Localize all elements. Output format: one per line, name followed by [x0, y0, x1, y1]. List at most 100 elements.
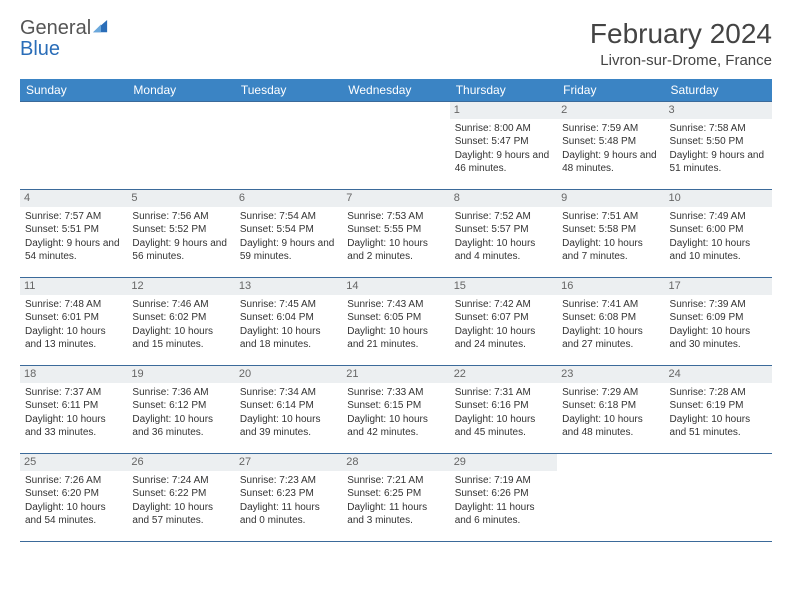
calendar-cell: 19Sunrise: 7:36 AMSunset: 6:12 PMDayligh… — [127, 366, 234, 454]
daylight-text: Daylight: 10 hours and 4 minutes. — [455, 237, 552, 264]
col-header: Monday — [127, 79, 234, 102]
day-number: 1 — [450, 102, 557, 119]
sunrise-text: Sunrise: 7:19 AM — [455, 474, 552, 488]
calendar-cell: 13Sunrise: 7:45 AMSunset: 6:04 PMDayligh… — [235, 278, 342, 366]
title-block: February 2024 Livron-sur-Drome, France — [590, 18, 772, 69]
sunset-text: Sunset: 6:15 PM — [347, 399, 444, 413]
daylight-text: Daylight: 10 hours and 24 minutes. — [455, 325, 552, 352]
sunset-text: Sunset: 6:09 PM — [670, 311, 767, 325]
sunrise-text: Sunrise: 7:48 AM — [25, 298, 122, 312]
day-number: 13 — [235, 278, 342, 295]
day-number: 9 — [557, 190, 664, 207]
daylight-text: Daylight: 11 hours and 3 minutes. — [347, 501, 444, 528]
day-number: 23 — [557, 366, 664, 383]
sunset-text: Sunset: 6:02 PM — [132, 311, 229, 325]
day-number: 11 — [20, 278, 127, 295]
daylight-text: Daylight: 10 hours and 48 minutes. — [562, 413, 659, 440]
day-number: 26 — [127, 454, 234, 471]
calendar-cell: 17 Sunrise: 7:39 AMSunset: 6:09 PMDayligh… — [665, 278, 772, 366]
calendar-cell: 20Sunrise: 7:34 AMSunset: 6:14 PMDayligh… — [235, 366, 342, 454]
sunrise-text: Sunrise: 7:43 AM — [347, 298, 444, 312]
sunrise-text: Sunrise: 7:29 AM — [562, 386, 659, 400]
day-number: 15 — [450, 278, 557, 295]
page-title: February 2024 — [590, 18, 772, 50]
sunrise-text: Sunrise: 7:39 AM — [670, 298, 767, 312]
sunrise-text: Sunrise: 7:41 AM — [562, 298, 659, 312]
calendar-cell: 24 Sunrise: 7:28 AMSunset: 6:19 PMDayligh… — [665, 366, 772, 454]
day-number: 14 — [342, 278, 449, 295]
logo-triangle-icon — [93, 18, 109, 39]
calendar-cell: 18Sunrise: 7:37 AMSunset: 6:11 PMDayligh… — [20, 366, 127, 454]
sunset-text: Sunset: 5:55 PM — [347, 223, 444, 237]
sunrise-text: Sunrise: 8:00 AM — [455, 122, 552, 136]
day-number: 12 — [127, 278, 234, 295]
calendar-cell: 23 Sunrise: 7:29 AMSunset: 6:18 PMDayligh… — [557, 366, 664, 454]
location-label: Livron-sur-Drome, France — [590, 52, 772, 69]
sunrise-text: Sunrise: 7:46 AM — [132, 298, 229, 312]
sunset-text: Sunset: 5:50 PM — [670, 135, 767, 149]
calendar-cell: 4Sunrise: 7:57 AMSunset: 5:51 PMDaylight… — [20, 190, 127, 278]
daylight-text: Daylight: 11 hours and 6 minutes. — [455, 501, 552, 528]
day-number: 28 — [342, 454, 449, 471]
calendar-head: SundayMondayTuesdayWednesdayThursdayFrid… — [20, 79, 772, 102]
sunrise-text: Sunrise: 7:49 AM — [670, 210, 767, 224]
daylight-text: Daylight: 10 hours and 13 minutes. — [25, 325, 122, 352]
col-header: Thursday — [450, 79, 557, 102]
sunset-text: Sunset: 6:18 PM — [562, 399, 659, 413]
calendar-cell: 22Sunrise: 7:31 AMSunset: 6:16 PMDayligh… — [450, 366, 557, 454]
sunrise-text: Sunrise: 7:52 AM — [455, 210, 552, 224]
calendar-cell: 6Sunrise: 7:54 AMSunset: 5:54 PMDaylight… — [235, 190, 342, 278]
daylight-text: Daylight: 10 hours and 30 minutes. — [670, 325, 767, 352]
sunrise-text: Sunrise: 7:34 AM — [240, 386, 337, 400]
day-number: 27 — [235, 454, 342, 471]
sunrise-text: Sunrise: 7:37 AM — [25, 386, 122, 400]
calendar-cell: 15Sunrise: 7:42 AMSunset: 6:07 PMDayligh… — [450, 278, 557, 366]
daylight-text: Daylight: 10 hours and 27 minutes. — [562, 325, 659, 352]
col-header: Tuesday — [235, 79, 342, 102]
calendar-cell — [235, 102, 342, 190]
sunset-text: Sunset: 5:51 PM — [25, 223, 122, 237]
daylight-text: Daylight: 10 hours and 18 minutes. — [240, 325, 337, 352]
sunrise-text: Sunrise: 7:23 AM — [240, 474, 337, 488]
day-number: 8 — [450, 190, 557, 207]
daylight-text: Daylight: 9 hours and 59 minutes. — [240, 237, 337, 264]
calendar-cell: 25Sunrise: 7:26 AMSunset: 6:20 PMDayligh… — [20, 454, 127, 542]
sunset-text: Sunset: 6:00 PM — [670, 223, 767, 237]
day-number: 19 — [127, 366, 234, 383]
sunset-text: Sunset: 6:19 PM — [670, 399, 767, 413]
sunrise-text: Sunrise: 7:53 AM — [347, 210, 444, 224]
sunrise-text: Sunrise: 7:56 AM — [132, 210, 229, 224]
day-number: 17 — [665, 278, 772, 295]
calendar-cell — [665, 454, 772, 542]
day-number: 7 — [342, 190, 449, 207]
daylight-text: Daylight: 9 hours and 48 minutes. — [562, 149, 659, 176]
header: GeneralBlue February 2024 Livron-sur-Dro… — [20, 18, 772, 69]
sunrise-text: Sunrise: 7:28 AM — [670, 386, 767, 400]
sunset-text: Sunset: 5:47 PM — [455, 135, 552, 149]
sunrise-text: Sunrise: 7:51 AM — [562, 210, 659, 224]
day-number: 3 — [665, 102, 772, 119]
calendar-cell: 11Sunrise: 7:48 AMSunset: 6:01 PMDayligh… — [20, 278, 127, 366]
daylight-text: Daylight: 10 hours and 2 minutes. — [347, 237, 444, 264]
daylight-text: Daylight: 10 hours and 54 minutes. — [25, 501, 122, 528]
calendar-cell: 14Sunrise: 7:43 AMSunset: 6:05 PMDayligh… — [342, 278, 449, 366]
calendar-table: SundayMondayTuesdayWednesdayThursdayFrid… — [20, 79, 772, 542]
sunrise-text: Sunrise: 7:36 AM — [132, 386, 229, 400]
sunset-text: Sunset: 6:26 PM — [455, 487, 552, 501]
calendar-cell: 8Sunrise: 7:52 AMSunset: 5:57 PMDaylight… — [450, 190, 557, 278]
daylight-text: Daylight: 10 hours and 21 minutes. — [347, 325, 444, 352]
sunset-text: Sunset: 6:12 PM — [132, 399, 229, 413]
sunset-text: Sunset: 6:14 PM — [240, 399, 337, 413]
sunrise-text: Sunrise: 7:33 AM — [347, 386, 444, 400]
sunrise-text: Sunrise: 7:31 AM — [455, 386, 552, 400]
sunset-text: Sunset: 6:11 PM — [25, 399, 122, 413]
sunset-text: Sunset: 5:52 PM — [132, 223, 229, 237]
day-number: 25 — [20, 454, 127, 471]
day-number: 22 — [450, 366, 557, 383]
daylight-text: Daylight: 10 hours and 51 minutes. — [670, 413, 767, 440]
daylight-text: Daylight: 10 hours and 39 minutes. — [240, 413, 337, 440]
day-number: 6 — [235, 190, 342, 207]
sunrise-text: Sunrise: 7:45 AM — [240, 298, 337, 312]
col-header: Friday — [557, 79, 664, 102]
day-number: 24 — [665, 366, 772, 383]
